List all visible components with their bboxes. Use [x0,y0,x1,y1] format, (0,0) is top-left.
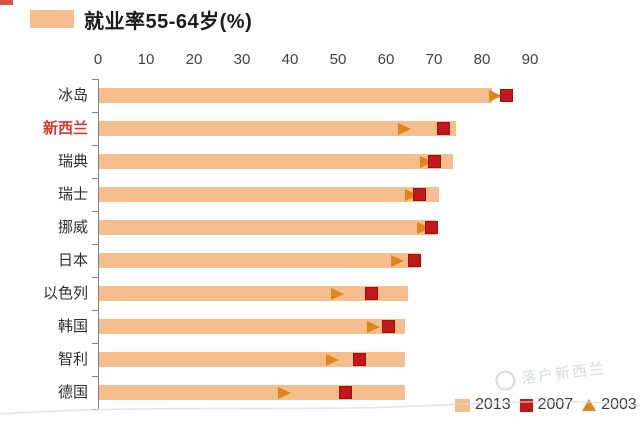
y-axis-line [98,79,99,409]
category-label-3: 瑞典 [57,152,88,170]
legend-item-2007: 2007 [519,396,574,414]
bar-2013-row-10 [99,385,406,400]
category-label-10: 德国 [57,383,88,401]
legend-bar-icon [455,398,470,412]
y-axis-tick [92,178,98,179]
x-tick-label-50: 50 [329,51,347,68]
category-label-5: 挪威 [57,218,88,236]
legend-item-2013: 2013 [455,396,511,414]
marker-2003-row-2 [398,122,412,135]
marker-2007-row-3 [427,155,441,168]
legend-item-2003: 2003 [582,396,637,414]
y-axis-tick [92,211,98,212]
y-axis-tick [92,343,98,344]
x-tick-label-40: 40 [281,51,299,68]
x-tick-label-80: 80 [473,51,491,68]
x-tick-label-90: 90 [521,51,539,68]
legend-label: 2013 [475,396,511,413]
marker-2007-row-8 [381,320,395,333]
marker-2007-row-1 [499,89,513,102]
bar-2013-row-2 [99,121,456,136]
marker-2007-row-10 [338,386,352,399]
marker-2003-row-1 [489,89,503,102]
legend-square-icon [519,398,533,412]
bar-2013-row-4 [99,187,439,202]
y-axis-tick [92,79,98,80]
bar-2013-row-8 [99,319,406,334]
legend-label: 2007 [537,396,574,413]
x-tick-label-0: 0 [93,51,103,68]
watermark: 落户新西兰 [494,357,607,392]
y-axis-tick [92,376,98,377]
marker-2007-row-5 [425,221,439,234]
bar-2013-row-1 [99,88,492,103]
marker-2003-row-8 [367,320,380,333]
category-label-8: 韩国 [57,317,88,335]
category-label-7: 以色列 [42,284,88,302]
y-axis-tick [92,409,98,410]
y-axis-tick [92,112,98,113]
title-legend-swatch [30,10,74,28]
y-axis-tick [92,145,98,146]
marker-2003-row-6 [391,254,404,267]
marker-2007-row-4 [413,188,427,201]
category-label-6: 日本 [57,251,88,269]
x-tick-label-30: 30 [233,51,251,68]
bar-2013-row-3 [99,154,454,169]
watermark-logo-icon [494,368,517,392]
y-axis-tick [92,277,98,278]
cropped-watermark-fragment [0,0,13,5]
marker-2007-row-9 [353,353,367,366]
bar-2013-row-5 [99,220,437,235]
legend-triangle-icon [582,399,597,411]
marker-2003-row-10 [278,386,292,399]
x-tick-label-70: 70 [425,51,443,68]
category-label-9: 智利 [57,350,88,368]
marker-2007-row-2 [437,122,451,135]
marker-2003-row-9 [326,353,340,366]
y-axis-tick [92,310,98,311]
category-label-1: 冰岛 [57,86,88,104]
bar-2013-row-7 [99,286,408,301]
category-label-2: 新西兰 [42,119,88,137]
x-tick-label-10: 10 [137,51,155,68]
x-tick-label-60: 60 [377,51,395,68]
chart-title: 就业率55-64岁(%) [84,11,253,33]
legend-label: 2003 [601,396,637,413]
bar-2013-row-6 [99,253,420,268]
marker-2007-row-6 [408,254,422,267]
x-tick-label-20: 20 [185,51,203,68]
y-axis-tick [92,244,98,245]
marker-2007-row-7 [365,287,379,300]
watermark-text: 落户新西兰 [520,360,607,388]
category-label-4: 瑞士 [57,185,88,203]
marker-2003-row-7 [331,287,344,300]
chart-legend: 2013 2007 2003 [455,396,637,414]
